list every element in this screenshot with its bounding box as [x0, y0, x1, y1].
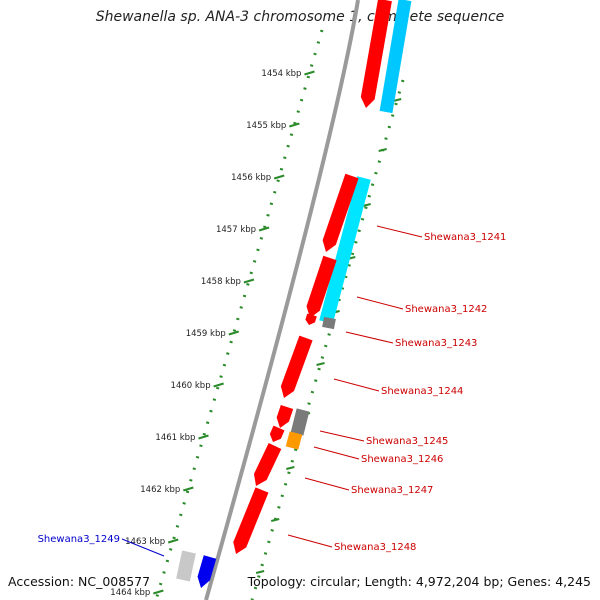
blast-hit-band-1241-1242 — [319, 176, 371, 324]
kbp-tick-mark — [243, 278, 255, 284]
blast-hit-band-top — [379, 0, 412, 114]
gene-label: Shewana3_1242 — [405, 304, 487, 315]
kbp-tick-mark — [167, 538, 179, 544]
kbp-tick-mark — [213, 382, 224, 388]
inner-ring-tick — [255, 570, 265, 574]
gene-label-leader — [333, 378, 380, 392]
cds-arrow-1241 — [322, 173, 359, 252]
kbp-tick-label: 1459 kbp — [186, 329, 226, 339]
gene-feature-1249-gray — [176, 550, 196, 582]
gene-label: Shewana3_1243 — [395, 338, 477, 349]
gene-label-leader — [313, 446, 360, 460]
kbp-tick-label: 1458 kbp — [201, 277, 241, 287]
inner-ring-tick — [286, 466, 295, 470]
gene-label-leader — [121, 538, 165, 557]
topology-text: Topology: circular; Length: 4,972,204 bp… — [247, 574, 591, 589]
cds-arrow-1248 — [233, 487, 269, 554]
kbp-tick-label: 1454 kbp — [261, 69, 301, 79]
gene-feature-1243-gray — [322, 316, 336, 330]
gene-label: Shewana3_1246 — [361, 454, 443, 465]
kbp-tick-label: 1457 kbp — [216, 225, 256, 235]
kbp-tick-label: 1456 kbp — [231, 173, 271, 183]
gene-label-leader — [287, 534, 333, 548]
cds-arrow-1242 — [306, 255, 337, 318]
gene-label-leader — [376, 225, 423, 238]
outer-dotted-ring — [154, 29, 324, 600]
inner-ring-tick — [270, 518, 280, 522]
kbp-tick-mark — [304, 70, 315, 76]
kbp-tick-label: 1461 kbp — [155, 433, 195, 443]
gene-label: Shewana3_1244 — [381, 386, 463, 397]
gene-label: Shewana3_1249 — [38, 534, 120, 545]
kbp-tick-label: 1460 kbp — [171, 381, 211, 391]
gene-feature-1246-orange — [285, 431, 303, 450]
gene-feature-1245-gray — [290, 408, 310, 436]
cds-arrow-1244 — [280, 335, 313, 398]
inner-ring-tick — [316, 362, 325, 366]
kbp-tick-mark — [198, 434, 209, 440]
gene-feature-1249-blue — [197, 555, 217, 588]
inner-ring-tick — [392, 98, 402, 102]
cds-arrow-1245 — [276, 404, 294, 428]
kbp-tick-mark — [153, 589, 164, 595]
gene-label-leader — [345, 331, 394, 344]
backbone-line — [204, 0, 360, 600]
kbp-tick-mark — [183, 486, 194, 492]
cds-arrow-1243 — [305, 313, 317, 325]
cds-arrow-1247 — [253, 442, 282, 486]
gene-label: Shewana3_1247 — [351, 485, 433, 496]
kbp-tick-label: 1464 kbp — [110, 588, 150, 598]
kbp-tick-mark — [289, 122, 300, 128]
inner-ring-tick — [378, 148, 387, 152]
gene-label: Shewana3_1248 — [334, 542, 416, 553]
cds-arrow-1246 — [269, 425, 285, 442]
gene-label-leader — [304, 477, 350, 491]
kbp-tick-mark — [273, 174, 285, 180]
gene-label: Shewana3_1241 — [424, 232, 506, 243]
accession-text: Accession: NC_008577 — [8, 574, 151, 589]
gene-label: Shewana3_1245 — [366, 436, 448, 447]
gene-label-leader — [319, 430, 365, 442]
kbp-tick-label: 1455 kbp — [246, 121, 286, 131]
kbp-tick-mark — [228, 330, 240, 336]
kbp-tick-label: 1463 kbp — [125, 537, 165, 547]
kbp-tick-mark — [258, 226, 270, 232]
inner-ring-tick — [362, 203, 371, 207]
kbp-tick-label: 1462 kbp — [140, 485, 180, 495]
cds-arrow-top — [360, 0, 392, 108]
gene-label-leader — [356, 296, 404, 310]
